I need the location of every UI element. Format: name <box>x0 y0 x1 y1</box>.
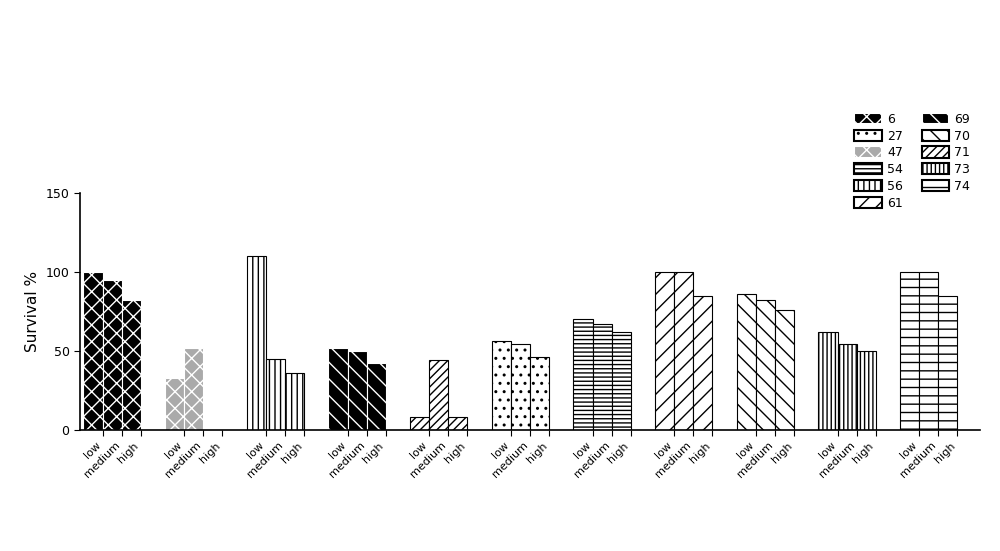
Bar <box>247 256 266 430</box>
Bar <box>429 360 448 430</box>
Bar <box>693 295 712 430</box>
Bar <box>492 341 511 430</box>
Bar <box>410 417 429 430</box>
Bar <box>612 332 631 430</box>
Bar <box>857 351 876 430</box>
Bar <box>122 300 141 430</box>
Bar <box>919 272 938 430</box>
Bar <box>818 332 838 430</box>
Bar <box>367 364 386 430</box>
Bar <box>593 324 612 430</box>
Bar <box>328 348 348 430</box>
Bar <box>448 417 467 430</box>
Bar <box>165 377 184 430</box>
Bar <box>938 295 957 430</box>
Bar <box>900 272 919 430</box>
Bar <box>573 319 593 430</box>
Bar <box>285 373 304 430</box>
Bar <box>83 272 103 430</box>
Legend: 6, 27, 47, 54, 56, 61, 69, 70, 71, 73, 74: 6, 27, 47, 54, 56, 61, 69, 70, 71, 73, 7… <box>851 109 974 213</box>
Bar <box>838 344 857 430</box>
Bar <box>103 280 122 430</box>
Bar <box>775 310 794 430</box>
Bar <box>530 357 549 430</box>
Bar <box>266 359 285 430</box>
Bar <box>674 272 693 430</box>
Y-axis label: Survival %: Survival % <box>25 271 40 352</box>
Bar <box>511 344 530 430</box>
Bar <box>348 351 367 430</box>
Bar <box>655 272 674 430</box>
Bar <box>184 348 203 430</box>
Bar <box>737 294 756 430</box>
Bar <box>756 300 775 430</box>
